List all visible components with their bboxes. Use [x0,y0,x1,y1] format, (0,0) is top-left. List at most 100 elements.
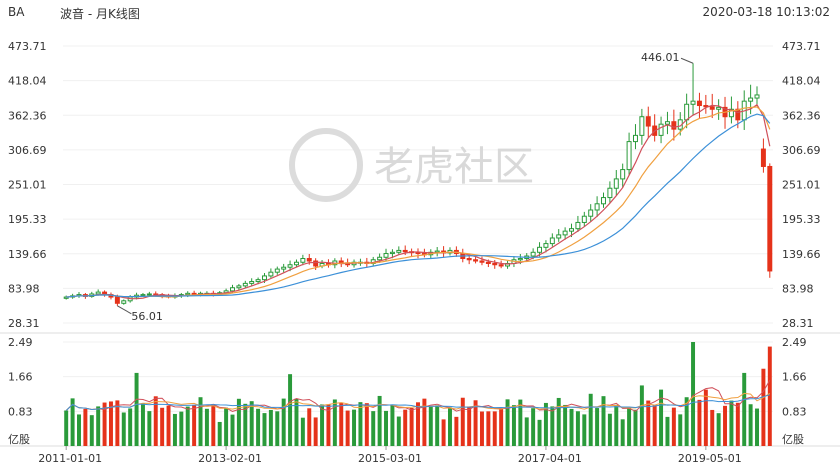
volume-bar-down [409,408,414,446]
volume-bar-down [403,409,408,446]
volume-tick-left: 2.49 [8,336,33,349]
candle-up [607,187,613,199]
volume-bar-down [460,397,465,446]
volume-bar-down [416,402,420,446]
volume-bar-down [723,405,728,446]
volume-tick-right: 1.66 [782,371,807,384]
volume-bar-up [377,395,382,446]
candle-down [767,165,773,272]
candle-up [236,285,242,289]
volume-bar-up [185,406,190,446]
volume-bar-up [77,414,81,446]
ma10-line [66,106,771,298]
candle-up [121,300,127,304]
volume-bar-up [505,399,510,446]
volume-bar-up [748,404,753,446]
candle-up [613,178,619,189]
candle-up [268,271,274,277]
y-tick-right: 251.01 [782,179,821,192]
volume-bar-up [179,411,184,446]
candle-up [684,103,690,121]
watermark-text: 老虎社区 [374,144,534,190]
candle-up [581,215,587,223]
volume-bar-up [352,409,357,446]
volume-bar-up [639,385,644,446]
volume-bar-up [204,408,209,446]
candle-up [690,100,696,105]
y-tick-right: 28.31 [782,317,814,330]
volume-bar-up [607,413,612,446]
candle-up [146,293,152,296]
volume-bar-up [147,411,152,446]
candle-up [620,169,626,180]
x-tick-label: 2013-02-01 [198,452,262,465]
chart-header: BA 波音 - 月K线图 2020-03-18 10:13:02 [0,0,840,24]
high-label: 446.01 [641,51,680,64]
candle-down [492,262,498,266]
stock-symbol: BA [8,5,25,19]
volume-bar-up [563,404,568,446]
candle-up [242,282,248,287]
candle-up [632,134,638,143]
y-tick-right: 195.33 [782,213,821,226]
candle-up [434,250,440,253]
candle-down [466,258,472,261]
volume-bar-down [192,404,197,446]
volume-tick-right: 0.83 [782,405,807,418]
volume-bar-up [128,408,133,446]
volume-ma5 [65,379,771,412]
volume-bar-up [256,408,261,446]
y-tick-right: 306.69 [782,144,821,157]
volume-bar-up [665,416,670,446]
candle-up [639,116,645,136]
candle-down [306,258,312,262]
volume-bar-down [326,404,331,446]
volume-bar-down [710,409,715,446]
ma20-line [66,113,771,298]
candle-up [377,256,383,261]
y-tick-right: 83.98 [782,282,814,295]
volume-bar-up [614,404,619,446]
volume-bar-up [537,419,542,446]
candle-down [479,260,485,263]
candle-up [588,209,594,217]
candle-up [664,121,670,125]
volume-unit-right: 亿股 [782,433,804,446]
volume-bar-up [172,413,177,446]
volume-bar-down [499,408,504,446]
volume-bar-up [140,403,145,446]
candle-up [556,234,562,239]
candle-up [549,237,555,245]
volume-bar-down [473,400,478,446]
y-tick-left: 418.04 [8,75,47,88]
volume-tick-right: 2.49 [782,336,807,349]
volume-bar-up [217,421,222,446]
volume-bar-up [358,402,363,446]
volume-bar-up [569,408,574,446]
volume-bar-down [697,399,702,446]
candle-up [230,287,235,292]
volume-bar-down [479,411,484,446]
volume-bar-down [102,402,107,446]
volume-bar-up [230,414,235,446]
volume-bar-up [332,399,337,446]
volume-bar-up [550,406,555,446]
x-tick-label: 2011-01-01 [38,452,102,465]
volume-bar-down [492,411,497,446]
volume-bar-down [652,404,657,446]
volume-bar-up [595,408,600,446]
candle-up [658,123,664,136]
candle-up [95,291,101,295]
volume-bar-up [198,397,203,446]
volume-bar-down [735,402,740,446]
candle-down [498,264,504,267]
volume-bar-down [166,405,171,446]
volume-bar-up [224,407,229,446]
candle-up [754,94,760,99]
y-tick-left: 195.33 [8,213,47,226]
volume-bar-up [89,415,94,446]
ma5-line [66,103,771,300]
candle-down [645,116,651,127]
candle-down [485,261,491,264]
volume-ma20 [65,394,770,411]
